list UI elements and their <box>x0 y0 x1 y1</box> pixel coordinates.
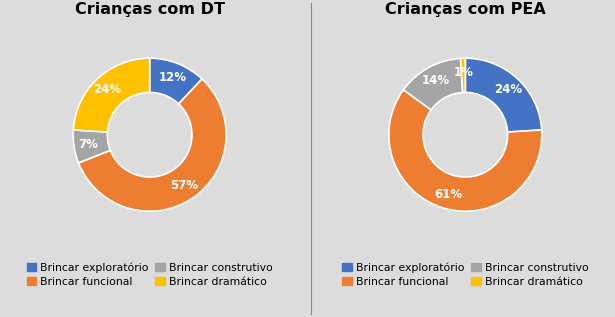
Text: 14%: 14% <box>421 74 450 87</box>
Wedge shape <box>73 58 149 132</box>
Text: 57%: 57% <box>170 179 199 192</box>
Wedge shape <box>466 58 542 132</box>
Wedge shape <box>73 130 110 163</box>
Wedge shape <box>79 79 226 211</box>
Text: 7%: 7% <box>79 138 98 151</box>
Text: 12%: 12% <box>159 71 186 84</box>
Text: 1%: 1% <box>453 66 474 79</box>
Wedge shape <box>389 90 542 211</box>
Title: Crianças com PEA: Crianças com PEA <box>385 2 546 17</box>
Text: 61%: 61% <box>434 188 462 201</box>
Title: Crianças com DT: Crianças com DT <box>74 2 224 17</box>
Text: 24%: 24% <box>93 83 121 96</box>
Legend: Brincar exploratório, Brincar funcional, Brincar construtivo, Brincar dramático: Brincar exploratório, Brincar funcional,… <box>338 258 593 291</box>
Wedge shape <box>461 58 466 93</box>
Text: 24%: 24% <box>494 83 522 96</box>
Wedge shape <box>149 58 202 104</box>
Wedge shape <box>403 58 462 110</box>
Legend: Brincar exploratório, Brincar funcional, Brincar construtivo, Brincar dramático: Brincar exploratório, Brincar funcional,… <box>22 258 277 291</box>
